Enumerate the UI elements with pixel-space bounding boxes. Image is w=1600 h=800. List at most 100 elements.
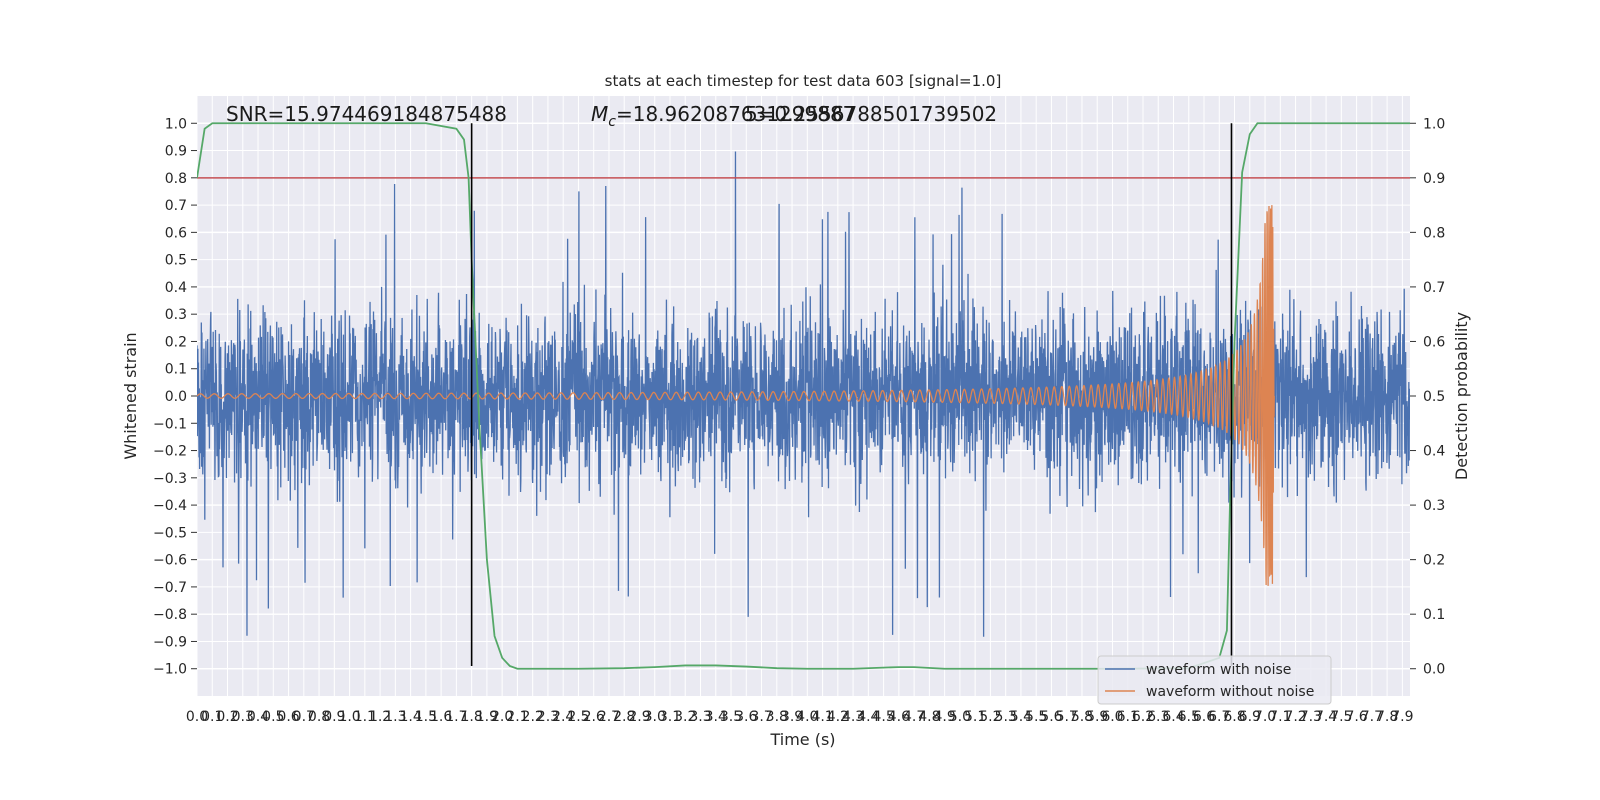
x-tick-label: 0.4 [247, 709, 269, 725]
y2-tick-label: 0.9 [1423, 171, 1445, 187]
y-tick-label: 0.8 [165, 171, 187, 187]
y-tick-label: 0.0 [165, 389, 187, 405]
x-tick-label: 2.8 [613, 709, 635, 725]
x-tick-label: 7.2 [1284, 709, 1306, 725]
x-tick-label: 3.6 [735, 709, 757, 725]
x-tick-label: 4.6 [888, 709, 910, 725]
x-tick-label: 7.0 [1254, 709, 1276, 725]
x-tick-label: 3.4 [705, 709, 727, 725]
overlap-annotation: 5=0.2556788501739502 [745, 102, 997, 126]
x-tick-label: 3.8 [766, 709, 788, 725]
x-tick-label: 7.9 [1391, 709, 1413, 725]
x-tick-label: 6.1 [1117, 709, 1139, 725]
x-tick-label: 0.2 [216, 709, 238, 725]
x-tick-label: 0.8 [308, 709, 330, 725]
x-tick-label: 2.5 [567, 709, 589, 725]
y-axis-label: Whitened strain [121, 332, 140, 459]
x-tick-label: 4.0 [796, 709, 818, 725]
y-tick-label: −0.2 [153, 444, 187, 460]
x-tick-label: 5.9 [1086, 709, 1108, 725]
x-tick-label: 5.8 [1071, 709, 1093, 725]
x-tick-label: 4.8 [918, 709, 940, 725]
x-tick-label: 2.3 [537, 709, 559, 725]
x-tick-label: 5.1 [964, 709, 986, 725]
x-tick-label: 0.1 [201, 709, 223, 725]
x-tick-label: 0.5 [262, 709, 284, 725]
snr-annotation: SNR=15.974469184875488 [226, 102, 507, 126]
y-tick-label: 0.7 [165, 198, 187, 214]
x-tick-label: 7.4 [1315, 709, 1337, 725]
x-tick-label: 3.7 [750, 709, 772, 725]
x-tick-label: 5.6 [1040, 709, 1062, 725]
x-tick-label: 5.7 [1056, 709, 1078, 725]
x-tick-label: 6.2 [1132, 709, 1154, 725]
y-tick-label: −0.6 [153, 553, 187, 569]
x-tick-label: 4.1 [811, 709, 833, 725]
x-tick-label: 6.8 [1223, 709, 1245, 725]
y2-tick-label: 0.0 [1423, 662, 1445, 678]
y-tick-label: 1.0 [165, 116, 187, 132]
x-tick-label: 1.0 [338, 709, 360, 725]
x-tick-label: 4.7 [903, 709, 925, 725]
x-tick-label: 0.6 [277, 709, 299, 725]
x-tick-label: 6.0 [1101, 709, 1123, 725]
x-tick-label: 7.7 [1361, 709, 1383, 725]
x-tick-label: 2.2 [522, 709, 544, 725]
y-tick-label: 0.1 [165, 362, 187, 378]
x-tick-label: 4.5 [872, 709, 894, 725]
y2-tick-label: 0.6 [1423, 334, 1445, 350]
x-tick-label: 4.2 [827, 709, 849, 725]
y2-tick-label: 0.2 [1423, 553, 1445, 569]
x-tick-label: 5.3 [995, 709, 1017, 725]
x-tick-label: 5.5 [1025, 709, 1047, 725]
x-tick-label: 2.4 [552, 709, 574, 725]
x-tick-label: 7.5 [1330, 709, 1352, 725]
x-tick-label: 3.9 [781, 709, 803, 725]
y-tick-label: −1.0 [153, 662, 187, 678]
series-detection-probability [197, 122, 1410, 670]
x-tick-label: 4.9 [934, 709, 956, 725]
x-tick-label: 2.6 [583, 709, 605, 725]
x-tick-label: 3.3 [689, 709, 711, 725]
x-tick-label: 2.9 [628, 709, 650, 725]
y2-tick-labels: 0.0 0.1 0.2 0.3 0.4 0.5 0.6 0.7 0.8 0.9 1.0 [1410, 116, 1445, 678]
x-tick-labels: 0.00.10.20.30.40.50.60.70.80.91.01.11.21… [186, 709, 1414, 725]
y-tick-label: 0.3 [165, 307, 187, 323]
y2-tick-label: 0.5 [1423, 389, 1445, 405]
x-tick-label: 7.3 [1300, 709, 1322, 725]
x-tick-label: 1.8 [461, 709, 483, 725]
x-tick-label: 0.7 [293, 709, 315, 725]
x-tick-label: 2.0 [491, 709, 513, 725]
y2-tick-label: 1.0 [1423, 116, 1445, 132]
x-tick-label: 5.4 [1010, 709, 1032, 725]
x-tick-label: 7.8 [1376, 709, 1398, 725]
chirp-mass-value: =18.962087631299887 [616, 102, 855, 126]
y-tick-label: −0.4 [153, 498, 187, 514]
series-waveform-without-noise [197, 205, 1275, 586]
y2-tick-label: 0.7 [1423, 280, 1445, 296]
chirp-mass-subscript: c [608, 114, 616, 130]
series-waveform-with-noise [197, 151, 1410, 637]
x-tick-label: 4.4 [857, 709, 879, 725]
x-tick-label: 3.5 [720, 709, 742, 725]
x-tick-label: 2.1 [506, 709, 528, 725]
x-tick-label: 1.2 [369, 709, 391, 725]
y-tick-label: −0.1 [153, 416, 187, 432]
y2-tick-label: 0.4 [1423, 444, 1445, 460]
x-tick-label: 0.9 [323, 709, 345, 725]
x-tick-label: 3.1 [659, 709, 681, 725]
y-tick-label: 0.6 [165, 225, 187, 241]
x-tick-label: 6.7 [1208, 709, 1230, 725]
x-tick-label: 7.1 [1269, 709, 1291, 725]
y-tick-label: −0.9 [153, 634, 187, 650]
y-tick-label: 0.2 [165, 334, 187, 350]
x-tick-label: 3.2 [674, 709, 696, 725]
x-tick-label: 2.7 [598, 709, 620, 725]
x-tick-label: 1.5 [415, 709, 437, 725]
plot-area [197, 122, 1410, 670]
x-tick-label: 6.3 [1147, 709, 1169, 725]
x-tick-label: 1.3 [384, 709, 406, 725]
x-tick-label: 0.0 [186, 709, 208, 725]
x-tick-label: 3.0 [644, 709, 666, 725]
x-tick-label: 1.1 [354, 709, 376, 725]
